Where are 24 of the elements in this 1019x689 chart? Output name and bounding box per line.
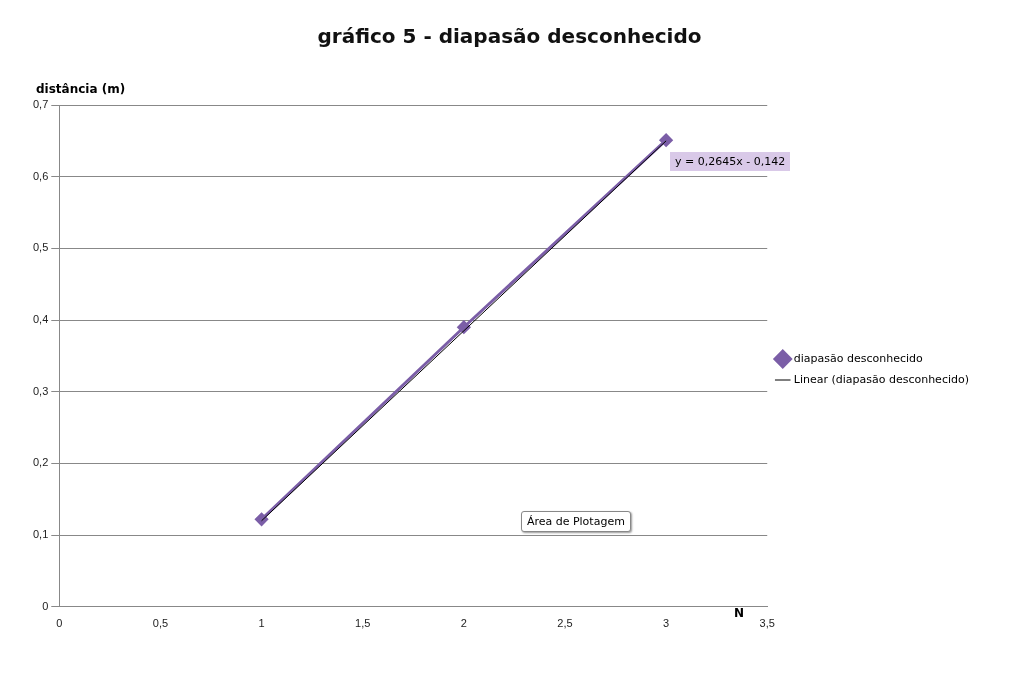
chart-title: gráfico 5 - diapasão desconhecido	[316, 24, 703, 48]
y-tick-label: 0,7	[32, 98, 49, 111]
annotation: y = 0,2645x - 0,142	[670, 152, 791, 172]
y-tick-label: 0,4	[32, 313, 49, 326]
y-axis-title: distância (m)	[36, 82, 126, 96]
y-tick-label: 0,5	[32, 241, 49, 254]
y-tick-label: 0,3	[32, 384, 49, 397]
y-tick-label: 0,2	[32, 456, 49, 469]
annotation: Área de Plotagem	[520, 510, 631, 532]
y-tick-label: 0	[42, 599, 49, 612]
x-tick-label: 0	[56, 617, 63, 630]
legend-label: diapasão desconhecido	[793, 351, 923, 365]
y-tick-label: 0,1	[32, 528, 49, 541]
x-tick-label: 2	[460, 617, 467, 630]
point	[659, 133, 673, 147]
x-tick-label: 1	[258, 617, 265, 630]
x-tick-label: 1,5	[355, 617, 371, 630]
x-tick-label: 2,5	[557, 617, 573, 630]
legend-label: Linear (diapasão desconhecido)	[793, 372, 970, 386]
x-axis-title: N	[734, 606, 745, 620]
y-tick-label: 0,6	[32, 169, 49, 182]
x-tick-label: 0,5	[152, 617, 169, 630]
x-tick-label: 3	[663, 617, 670, 630]
x-tick-label: 3,5	[759, 617, 775, 630]
